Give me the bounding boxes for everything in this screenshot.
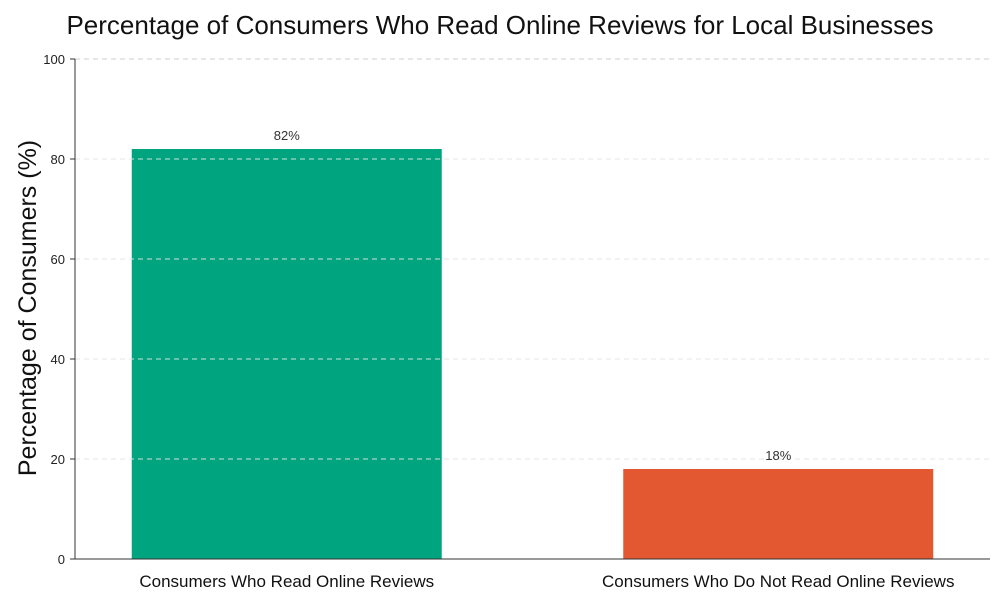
y-tick-label-20: 20 [51, 452, 65, 467]
chart-title: Percentage of Consumers Who Read Online … [66, 10, 933, 40]
x-category-label-1: Consumers Who Read Online Reviews [139, 572, 434, 591]
y-tick-label-100: 100 [43, 52, 65, 67]
bar-2 [623, 469, 934, 559]
bar-1 [131, 149, 442, 559]
bars [131, 149, 934, 559]
bar-value-label-2: 18% [765, 448, 791, 463]
axes [70, 58, 990, 560]
x-category-label-2: Consumers Who Do Not Read Online Reviews [602, 572, 954, 591]
y-tick-label-60: 60 [51, 252, 65, 267]
y-tick-label-40: 40 [51, 352, 65, 367]
bar-value-label-1: 82% [274, 128, 300, 143]
y-tick-label-80: 80 [51, 152, 65, 167]
y-tick-label-0: 0 [58, 552, 65, 567]
labels: 0 20 40 60 80 100 82% Consumers Who Read Online… [43, 52, 954, 591]
y-axis-label: Percentage of Consumers (%) [14, 140, 42, 476]
